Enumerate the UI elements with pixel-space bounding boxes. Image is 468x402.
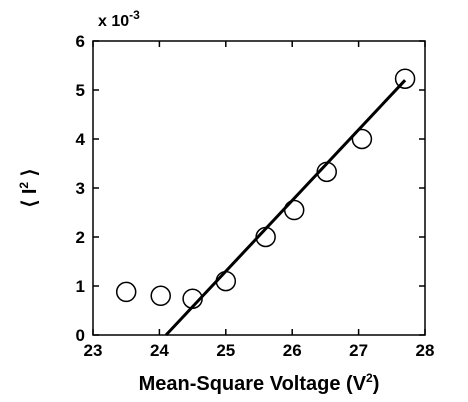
x-tick-label: 27 (349, 341, 368, 360)
data-point (351, 128, 373, 150)
x-axis-label: Mean-Square Voltage (V2) (139, 371, 380, 395)
y-tick-label: 3 (76, 179, 85, 198)
data-points (115, 68, 416, 309)
data-point (394, 68, 416, 89)
y-tick-label: 1 (76, 277, 85, 296)
axis-ticks (92, 40, 426, 336)
data-point (215, 270, 237, 292)
data-point (115, 281, 137, 303)
x-tick-label: 24 (150, 341, 169, 360)
y-multiplier-label: x 10-3 (98, 8, 140, 30)
data-point (150, 285, 171, 307)
x-tick-label: 28 (416, 341, 435, 360)
x-tick-label: 25 (216, 341, 235, 360)
data-point (255, 226, 276, 248)
x-tick-label: 23 (84, 341, 103, 360)
y-tick-label: 2 (76, 228, 85, 247)
x-tick-label: 26 (283, 341, 302, 360)
y-tick-labels: 0 1 2 3 4 5 6 (76, 32, 86, 345)
y-tick-label: 4 (76, 130, 86, 149)
data-point (182, 288, 203, 309)
y-tick-label: 6 (76, 32, 85, 51)
y-axis-label: ⟨ I2 ⟩ (17, 169, 41, 208)
y-tick-label: 5 (76, 81, 85, 100)
y-tick-label: 0 (76, 326, 85, 345)
data-point (283, 199, 305, 221)
x-tick-labels: 23 24 25 26 27 28 (84, 341, 435, 360)
data-point (316, 161, 337, 183)
plot-frame (92, 40, 426, 336)
